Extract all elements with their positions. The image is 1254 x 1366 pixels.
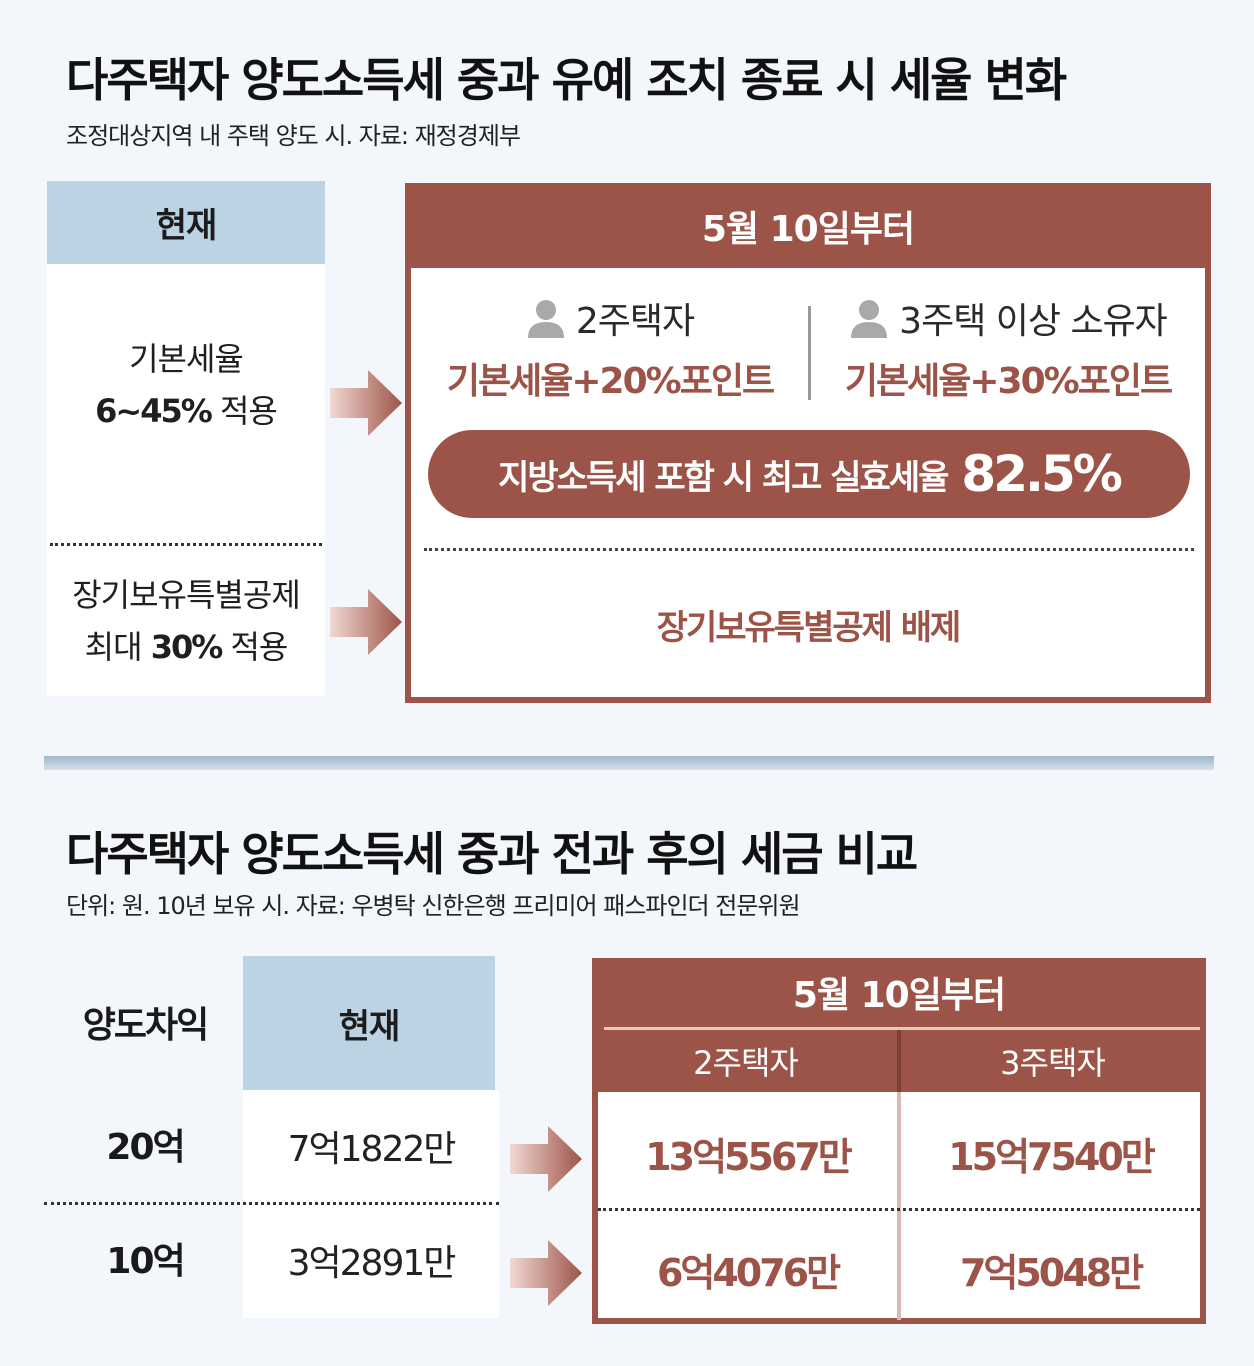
owner-divider [808, 306, 811, 400]
ltd-suffix: 적용 [221, 628, 288, 666]
arrow-right-icon [510, 1240, 582, 1306]
person-icon [526, 298, 566, 338]
two-home-label-row: 2주택자 [420, 292, 800, 344]
row-two-home-20: 13억5567만 [645, 1135, 853, 1179]
three-home-block: 3주택 이상 소유자 기본세율+30%포인트 [818, 292, 1198, 402]
future-divider [424, 548, 1194, 551]
row-two-home-10: 6억4076만 [656, 1251, 841, 1295]
section2-title: 다주택자 양도소득세 중과 전과 후의 세금 비교 [66, 827, 918, 881]
three-home-label-row: 3주택 이상 소유자 [818, 292, 1198, 344]
col-three-home-header: 3주택자 [1000, 1044, 1106, 1082]
col-current-header: 현재 [243, 956, 495, 1090]
two-home-label: 2주택자 [575, 301, 695, 342]
max-rate-text: 지방소득세 포함 시 최고 실효세율 [498, 457, 949, 498]
row-divider-right [598, 1208, 1200, 1211]
table-column-divider [897, 1030, 901, 1320]
section1-title: 다주택자 양도소득세 중과 유예 조치 종료 시 세율 변화 [66, 53, 1067, 107]
two-home-block: 2주택자 기본세율+20%포인트 [420, 292, 800, 402]
basic-rate-line: 6~45% 적용 [95, 385, 278, 437]
future-header: 5월 10일부터 [405, 183, 1211, 268]
current-panel [47, 264, 325, 696]
arrow-right-icon [330, 370, 402, 436]
three-home-rate: 기본세율+30%포인트 [844, 361, 1173, 402]
row-divider-left [44, 1202, 499, 1205]
person-icon [849, 298, 889, 338]
arrow-right-icon [510, 1126, 582, 1192]
ltd-excluded: 장기보유특별공제 배제 [656, 608, 962, 648]
row-current-10: 3억2891만 [287, 1243, 457, 1284]
current-ltd: 장기보유특별공제 최대 30% 적용 [47, 566, 325, 676]
ltd-prefix: 최대 [84, 628, 151, 666]
ltd-line: 최대 30% 적용 [84, 621, 289, 673]
basic-rate-value: 6~45% [95, 392, 213, 430]
three-home-label: 3주택 이상 소유자 [899, 301, 1168, 342]
col-gain-header: 양도차익 [82, 1005, 209, 1046]
section2-subtitle: 단위: 원. 10년 보유 시. 자료: 우병탁 신한은행 프리미어 패스파인더… [66, 892, 801, 920]
ltd-value: 30% [150, 628, 224, 666]
current-divider [50, 543, 322, 546]
row-three-home-20: 15억7540만 [948, 1135, 1156, 1179]
section-divider [44, 756, 1214, 770]
col-two-home-header: 2주택자 [693, 1044, 799, 1082]
row-three-home-10: 7억5048만 [959, 1251, 1144, 1295]
current-header: 현재 [47, 181, 325, 264]
arrow-right-icon [330, 589, 402, 655]
row-current-20: 7억1822만 [287, 1129, 457, 1170]
header-rule [604, 1027, 1200, 1030]
current-basic-rate: 기본세율 6~45% 적용 [47, 330, 325, 440]
row-gain-20: 20억 [106, 1127, 185, 1168]
section1-subtitle: 조정대상지역 내 주택 양도 시. 자료: 재정경제부 [66, 122, 521, 150]
row-gain-10: 10억 [106, 1241, 185, 1282]
basic-rate-suffix: 적용 [210, 392, 278, 430]
future-table-title: 5월 10일부터 [792, 975, 1006, 1016]
max-rate-value: 82.5% [961, 445, 1122, 503]
two-home-rate: 기본세율+20%포인트 [446, 361, 775, 402]
header-column-divider [897, 1030, 901, 1092]
basic-rate-label: 기본세율 [129, 340, 244, 378]
max-rate-pill: 지방소득세 포함 시 최고 실효세율 82.5% [428, 430, 1190, 518]
ltd-label: 장기보유특별공제 [72, 576, 301, 614]
